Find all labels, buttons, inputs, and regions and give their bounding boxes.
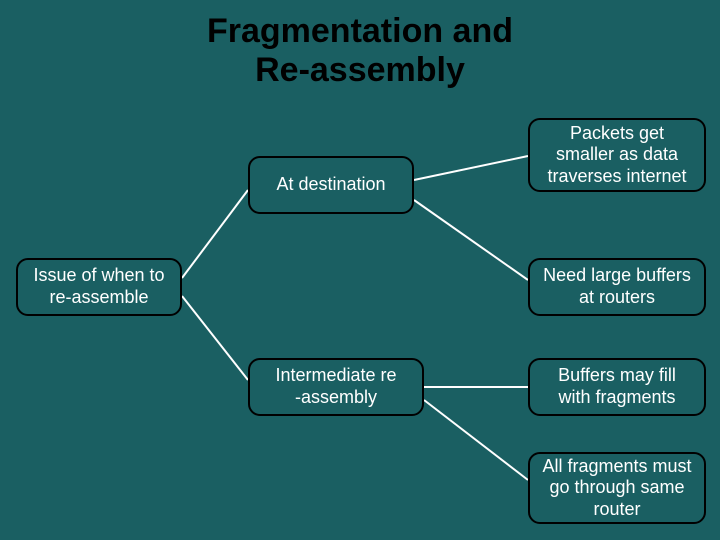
edge-at_dest-to-need_buffers xyxy=(414,200,528,280)
node-issue: Issue of when tore-assemble xyxy=(16,258,182,316)
title-line-2: Re-assembly xyxy=(255,51,465,89)
node-intermediate: Intermediate re-assembly xyxy=(248,358,424,416)
node-packets: Packets getsmaller as datatraverses inte… xyxy=(528,118,706,192)
edge-at_dest-to-packets xyxy=(414,156,528,180)
node-need_buffers: Need large buffersat routers xyxy=(528,258,706,316)
edge-issue-to-at_dest xyxy=(182,190,248,278)
slide-title: Fragmentation and Re-assembly xyxy=(0,12,720,90)
node-at_dest: At destination xyxy=(248,156,414,214)
node-may_fill: Buffers may fillwith fragments xyxy=(528,358,706,416)
edge-intermediate-to-all_frag xyxy=(424,400,528,480)
node-all_frag: All fragments mustgo through samerouter xyxy=(528,452,706,524)
title-line-1: Fragmentation and xyxy=(207,12,513,50)
edge-issue-to-intermediate xyxy=(182,296,248,380)
